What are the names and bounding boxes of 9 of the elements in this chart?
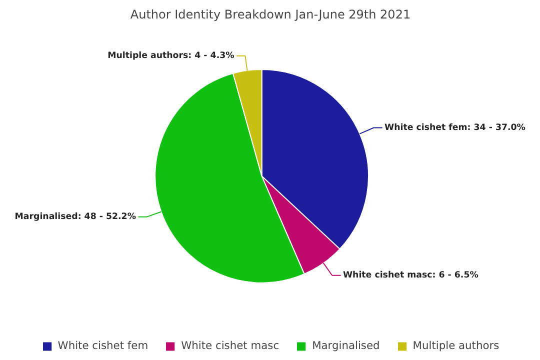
- legend-label: White cishet fem: [58, 339, 148, 352]
- legend-label: White cishet masc: [181, 339, 280, 352]
- chart-title: Author Identity Breakdown Jan-June 29th 2021: [130, 8, 411, 22]
- legend-label: Multiple authors: [412, 339, 500, 352]
- legend-label: Marginalised: [312, 339, 380, 352]
- data-label: Multiple authors: 4 - 4.3%: [108, 50, 235, 61]
- data-label: Marginalised: 48 - 52.2%: [14, 212, 136, 222]
- data-label: White cishet fem: 34 - 37.0%: [384, 122, 526, 133]
- data-label: White cishet masc: 6 - 6.5%: [342, 270, 479, 280]
